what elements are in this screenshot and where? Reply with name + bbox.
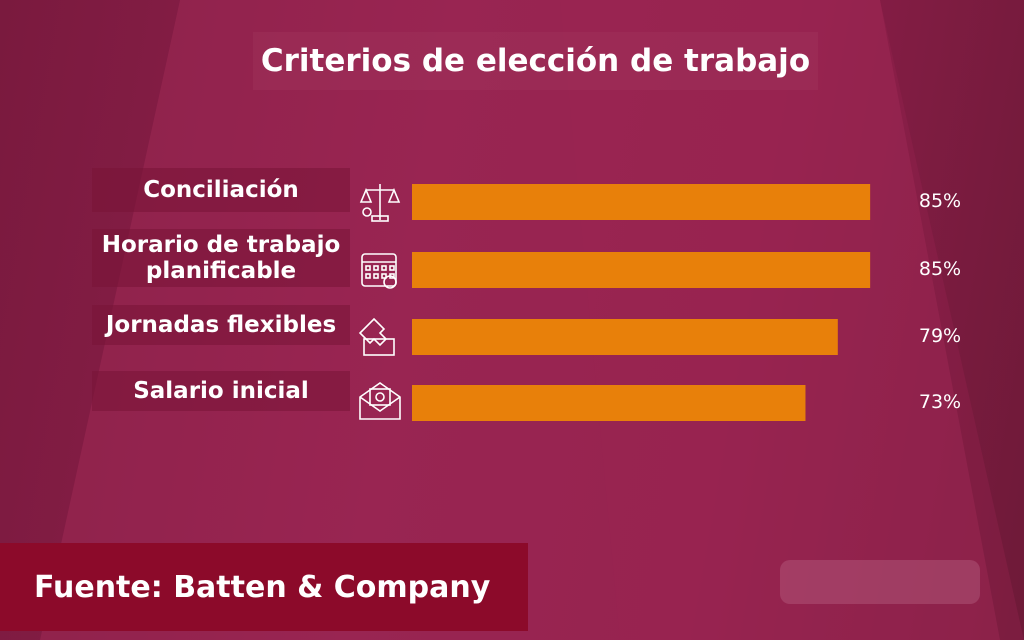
- icon-part: [371, 215, 389, 222]
- icon: [359, 382, 401, 420]
- icon-part: [365, 265, 371, 271]
- icon-part: [389, 265, 395, 271]
- icon-part: [369, 388, 391, 406]
- icon-part: [358, 317, 388, 347]
- icon-part: [383, 275, 397, 289]
- icon-part: [359, 382, 401, 420]
- icon: [358, 317, 395, 356]
- value-label: 85%: [918, 258, 962, 280]
- source: Fuente: Batten & Company: [0, 543, 528, 631]
- category-label: Conciliación: [92, 168, 350, 212]
- chart-title: Criterios de elección de trabajo: [253, 32, 818, 90]
- category-label: Salario inicial: [92, 371, 350, 411]
- icon-part: [373, 265, 379, 271]
- icon-part: [363, 338, 395, 356]
- bar: [412, 385, 806, 421]
- icon-part: [365, 273, 371, 279]
- icon: [359, 184, 401, 222]
- bar: [412, 319, 838, 355]
- bar: [412, 252, 871, 288]
- value-label: 85%: [918, 190, 962, 212]
- icon-part: [361, 253, 397, 287]
- value-label: 73%: [918, 391, 962, 413]
- icon-part: [375, 392, 385, 402]
- icon-part: [381, 273, 387, 279]
- icon-part: [373, 273, 379, 279]
- category-label: Horario de trabajo planificable: [92, 229, 350, 287]
- value-label: 79%: [918, 325, 962, 347]
- icon: [361, 253, 397, 289]
- icon-part: [381, 265, 387, 271]
- icon-part: [362, 207, 372, 217]
- category-label: Jornadas flexibles: [92, 305, 350, 345]
- bar: [412, 184, 871, 220]
- icon-part: [359, 187, 401, 203]
